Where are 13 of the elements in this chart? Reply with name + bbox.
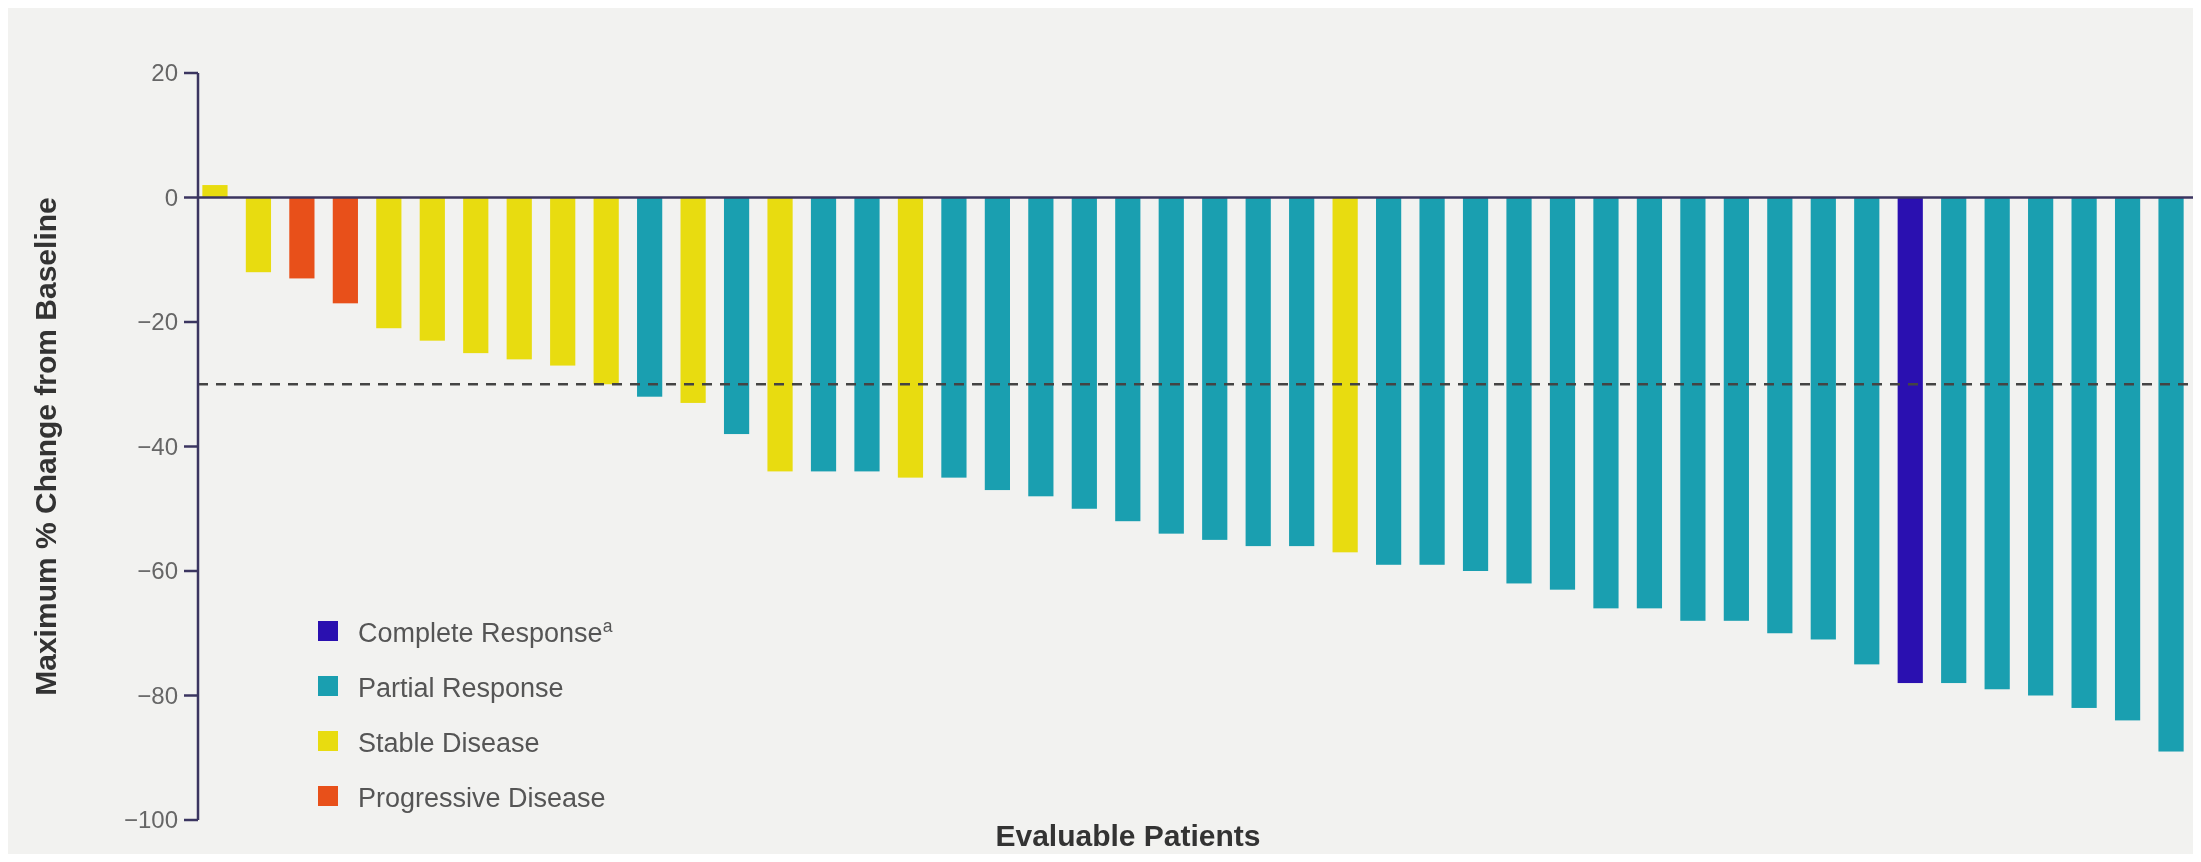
y-tick-label: −100	[123, 806, 178, 834]
y-tick-label: −20	[137, 308, 178, 336]
legend-label: Stable Disease	[358, 728, 540, 759]
legend-label: Partial Response	[358, 673, 564, 704]
legend-label: Complete Response$^{a}$	[358, 616, 613, 649]
y-tick-label: 20	[151, 59, 178, 87]
y-tick-label: −40	[137, 432, 178, 460]
y-tick-label: −80	[137, 681, 178, 709]
y-axis-title: Maximum % Change from Baseline	[29, 197, 62, 696]
y-tick-label: 0	[164, 183, 178, 211]
x-axis-title: Evaluable Patients	[995, 819, 1261, 852]
y-tick-label: −60	[137, 557, 178, 585]
legend-label: Progressive Disease	[358, 783, 606, 814]
